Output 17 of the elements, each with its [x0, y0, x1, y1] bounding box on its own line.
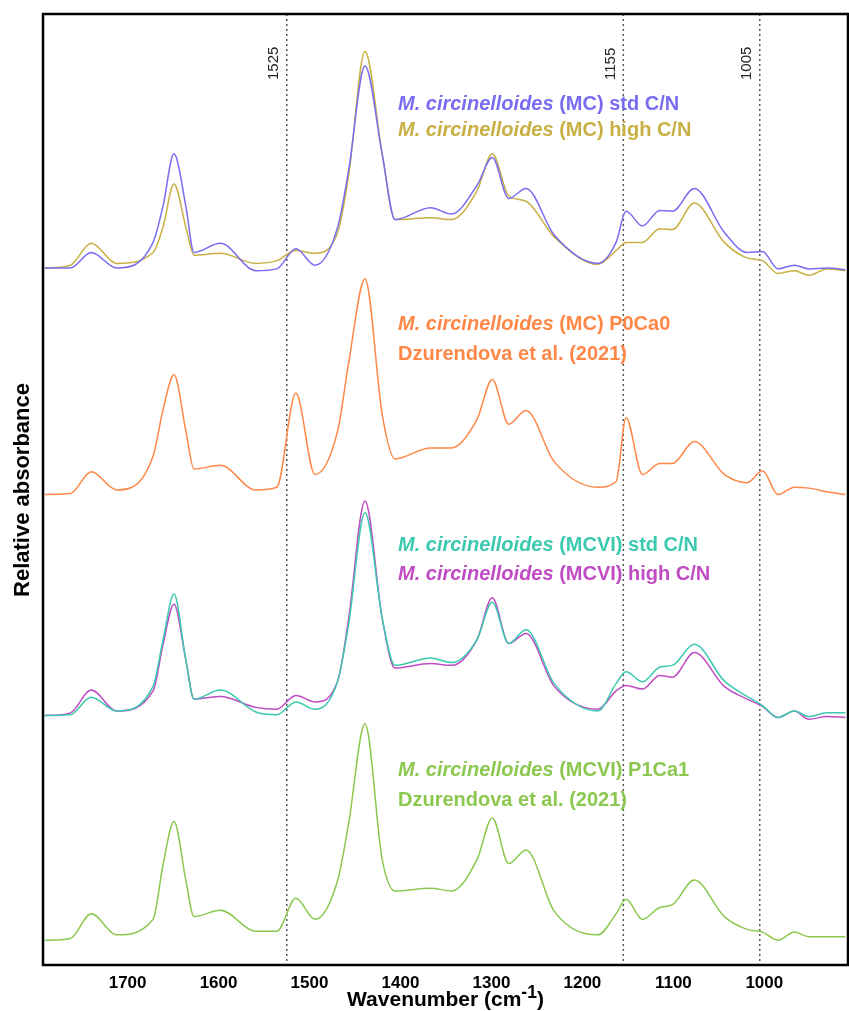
series-label: M. circinelloides (MCVI) P1Ca1 Dzurendova et al. (2021) [398, 758, 690, 810]
series-label: M. circinelloides (MCVI) std C/N [398, 533, 699, 555]
y-axis-title: Relative absorbance [9, 382, 35, 597]
x-tick-label: 1600 [199, 972, 238, 992]
series-label: M. circinelloides (MCVI) high C/N [398, 562, 711, 584]
x-tick-label: 1300 [472, 972, 511, 992]
series-label: M. circinelloides (MC) P0Ca0 Dzurendova et al. (2021) [398, 312, 671, 364]
x-tick-label: 1000 [745, 972, 784, 992]
x-tick-label: 1500 [290, 972, 329, 992]
ref-line-label: 1525 [264, 46, 282, 80]
series-label: M. circinelloides (MC) std C/N [398, 92, 680, 114]
x-tick-label: 1700 [108, 972, 147, 992]
ref-line-label: 1155 [600, 47, 618, 80]
x-tick-label: 1100 [654, 972, 692, 992]
series-label: M. circinelloides (MC) high C/N [398, 118, 692, 140]
ref-line-label: 1005 [737, 46, 755, 80]
x-tick-label: 1200 [563, 972, 602, 992]
